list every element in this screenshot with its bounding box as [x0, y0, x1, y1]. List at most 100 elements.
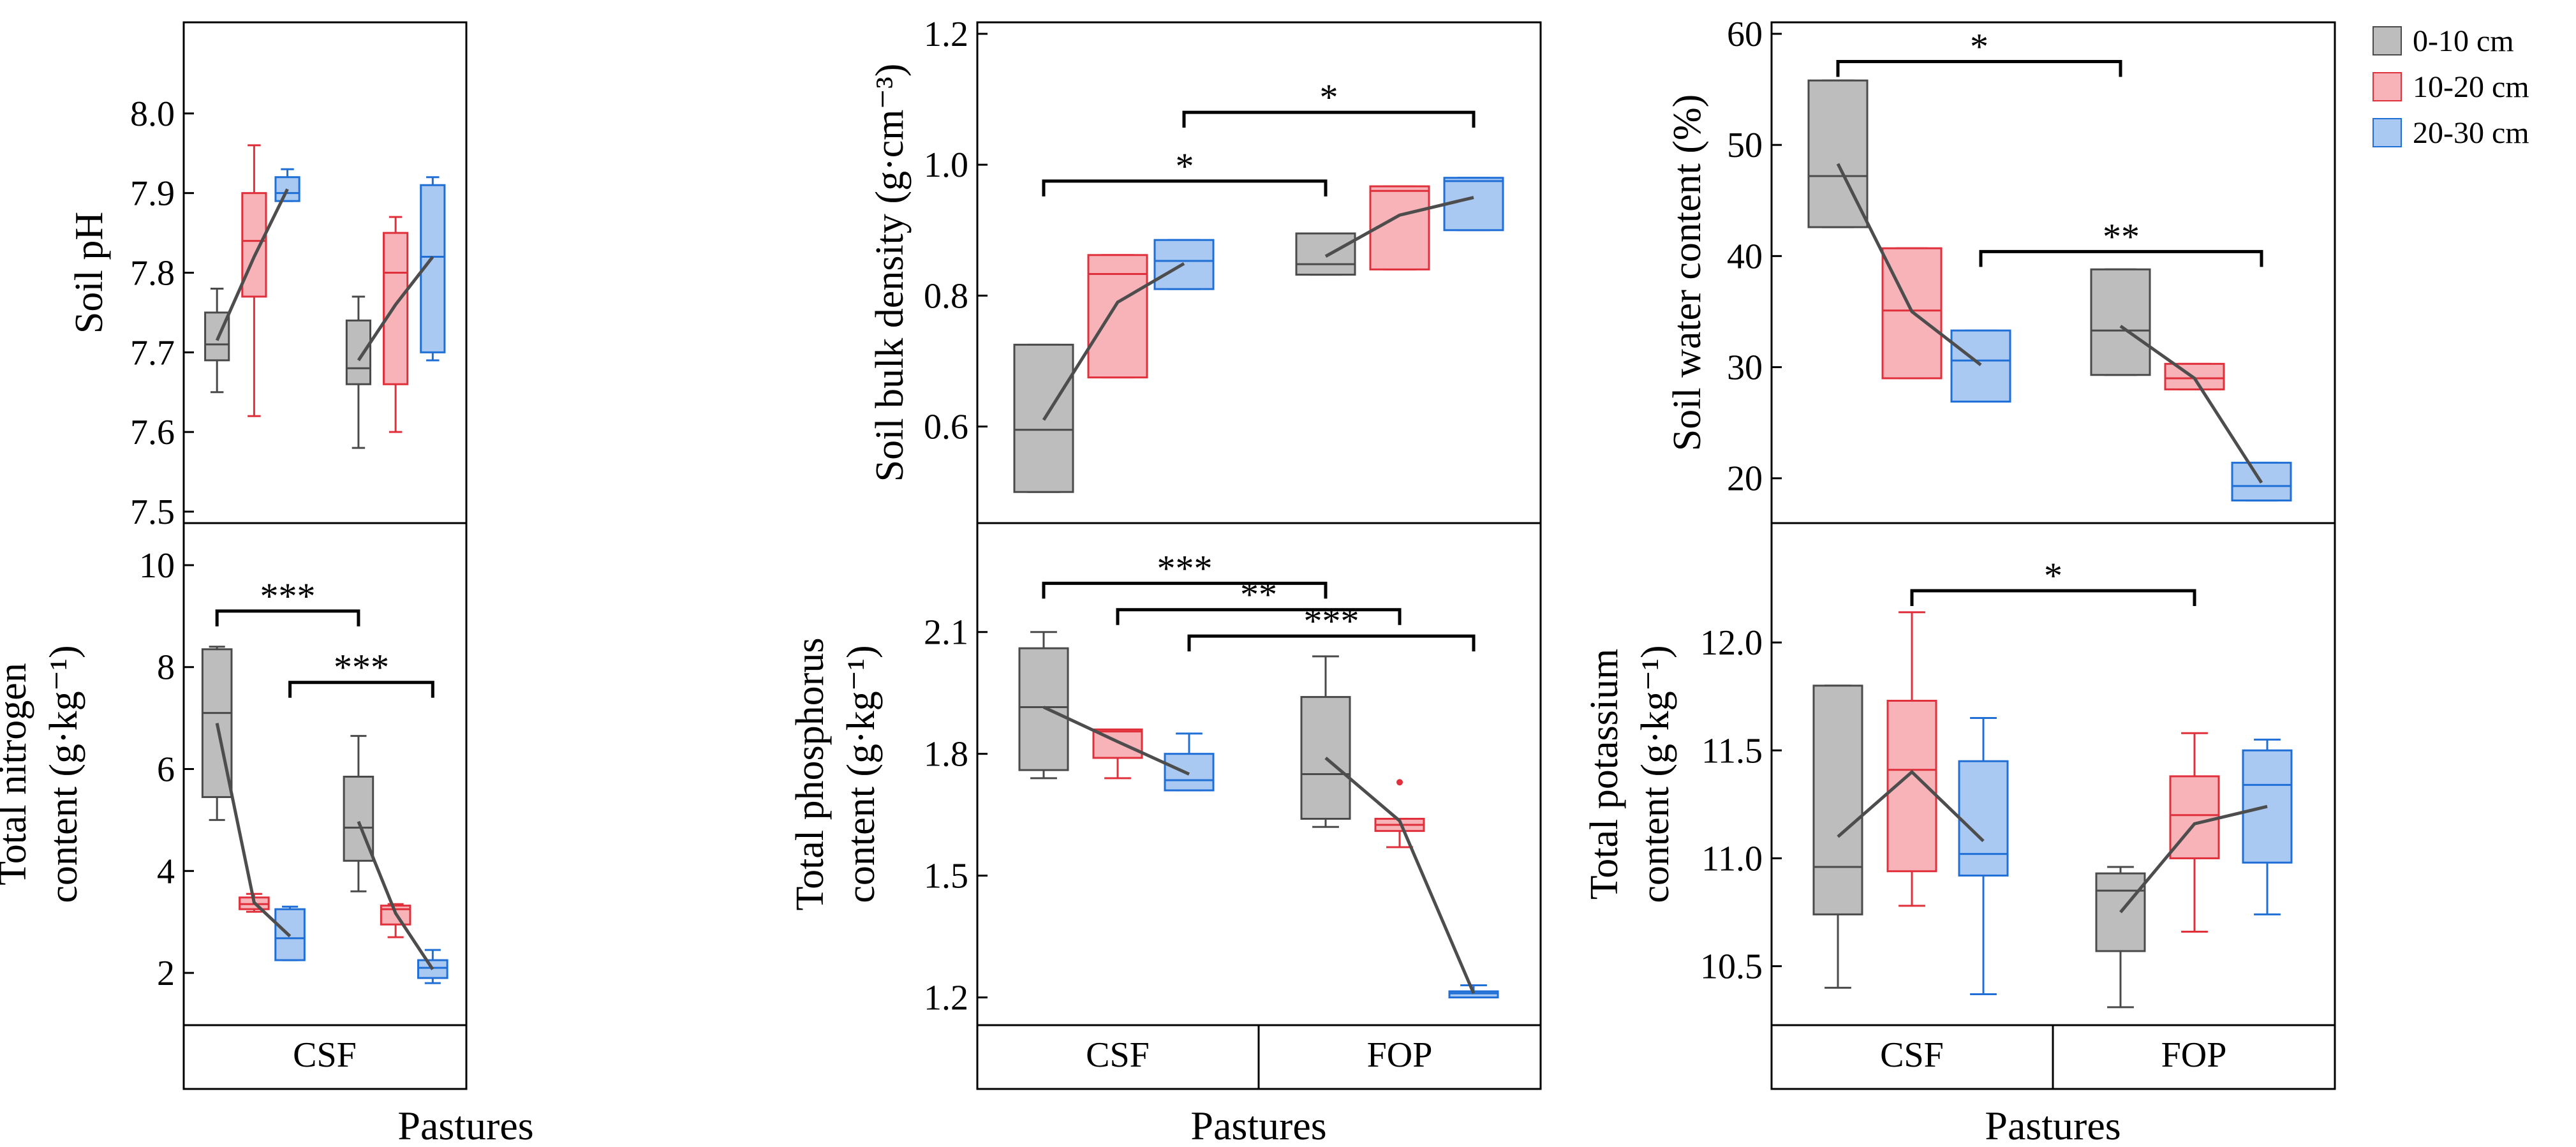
group-label: CSF — [1086, 1035, 1150, 1075]
significance-bracket: * — [1042, 145, 1328, 196]
y-tick-label: 20 — [1727, 459, 1763, 499]
box-FOP-20-30cm — [1443, 177, 1504, 232]
box-FOP-0-10cm — [2095, 866, 2146, 1009]
box-iqr — [345, 319, 372, 385]
box-CSF-20-30cm — [274, 905, 306, 961]
significance-bracket: *** — [1187, 600, 1476, 652]
box-FOP-0-10cm — [343, 735, 374, 892]
bracket-line — [1910, 589, 2196, 606]
y-tick-label: 2.1 — [924, 613, 968, 653]
box-CSF-10-20cm — [1886, 611, 1937, 907]
group-label: CSF — [1880, 1035, 1944, 1075]
mean-trend-line — [1324, 196, 1474, 258]
mean-trend-line — [1837, 769, 1985, 843]
y-axis-label: Soil bulk density (g·cm⁻³) — [868, 64, 912, 482]
y-tick-label: 1.8 — [924, 735, 968, 774]
significance-bracket: * — [1910, 555, 2196, 606]
mean-trend-line — [2119, 325, 2263, 484]
plot-layer: 7.5 7.6 7.7 7.8 7.9 8.0 Soil pH 0.6 0.8 1.0 1.2 Soi… — [0, 15, 2293, 1018]
box-iqr — [383, 232, 409, 385]
significance-label: *** — [1157, 547, 1213, 589]
chart-panel-tk: 10.5 11.0 11.5 12.0 Total potassium content (… — [1583, 555, 2293, 1009]
box-FOP-20-30cm — [2231, 461, 2292, 502]
group-label: CSF — [293, 1035, 357, 1075]
legend-label: 0-10 cm — [2413, 24, 2514, 58]
chart-panel-tp: 1.2 1.5 1.8 2.1 Total phosphorus content (g·k… — [788, 547, 1499, 1018]
box-CSF-20-30cm — [1950, 329, 2011, 403]
y-tick-label: 7.8 — [130, 254, 175, 293]
chart-panel-bd: 0.6 0.8 1.0 1.2 Soil bulk density (g·cm⁻³) * * — [868, 15, 1504, 493]
box-iqr — [2095, 872, 2146, 952]
box-CSF-0-10cm — [204, 287, 230, 394]
box-CSF-10-20cm — [1092, 728, 1143, 780]
bracket-line — [1187, 634, 1476, 652]
mean-trend-line — [1042, 706, 1190, 776]
y-tick-label: 2 — [157, 954, 175, 993]
chart-panel-tn: 2 4 6 8 10 Total nitrogen content (g·kg⁻¹) *** *… — [0, 546, 448, 993]
y-tick-label: 1.5 — [924, 857, 968, 896]
significance-bracket: ** — [1979, 216, 2263, 267]
y-axis-label: content (g·kg⁻¹) — [1634, 645, 1677, 903]
bracket-line — [1042, 581, 1328, 599]
y-tick-label: 1.2 — [924, 979, 968, 1018]
box-iqr — [2164, 362, 2225, 390]
legend-swatch-20-30 — [2372, 118, 2402, 147]
bracket-line — [1116, 608, 1402, 625]
box-FOP-20-30cm — [2242, 738, 2293, 915]
box-FOP-10-20cm — [383, 216, 409, 433]
bracket-line — [1979, 249, 2263, 267]
y-tick-label: 6 — [157, 750, 175, 790]
y-tick-label: 0.8 — [924, 276, 968, 316]
y-axis-label: Soil water content (%) — [1666, 94, 1709, 452]
y-tick-label: 4 — [157, 852, 175, 891]
y-axis-label: Soil pH — [68, 212, 111, 334]
significance-bracket: *** — [1042, 547, 1328, 599]
box-iqr — [1295, 232, 1356, 276]
box-iqr — [1443, 177, 1504, 232]
group-box — [2052, 1024, 2336, 1090]
y-tick-label: 7.7 — [130, 333, 175, 373]
significance-label: *** — [334, 647, 389, 688]
box-iqr — [1369, 185, 1430, 270]
box-FOP-10-20cm — [2169, 732, 2220, 933]
mean-trend-line — [215, 723, 292, 938]
box-CSF-20-30cm — [1153, 239, 1215, 290]
outlier-point — [1396, 779, 1403, 786]
box-iqr — [1087, 254, 1148, 379]
box-CSF-0-10cm — [1812, 685, 1863, 989]
group-box — [1257, 1024, 1542, 1090]
significance-label: * — [2044, 555, 2062, 596]
y-tick-label: 60 — [1727, 15, 1763, 54]
box-CSF-20-30cm — [1164, 732, 1215, 792]
y-tick-label: 11.0 — [1701, 839, 1763, 878]
y-axis-label: Total phosphorus — [788, 638, 832, 911]
y-tick-label: 10.5 — [1700, 947, 1763, 987]
y-axis-label: Total nitrogen — [0, 663, 34, 885]
mean-trend-line — [1324, 757, 1476, 995]
legend-swatch-0-10 — [2372, 26, 2402, 56]
significance-label: * — [1176, 145, 1194, 187]
bracket-line — [215, 609, 360, 626]
y-tick-label: 7.5 — [130, 492, 175, 532]
box-CSF-10-20cm — [241, 144, 267, 417]
significance-label: * — [1320, 77, 1338, 118]
box-CSF-0-10cm — [1018, 631, 1069, 780]
y-tick-label: 1.2 — [924, 15, 968, 54]
significance-bracket: * — [1836, 26, 2122, 77]
y-tick-label: 8.0 — [130, 94, 175, 134]
box-iqr — [1950, 329, 2011, 403]
box-iqr — [2090, 268, 2151, 376]
bracket-line — [288, 681, 434, 698]
chart-panel-ph: 7.5 7.6 7.7 7.8 7.9 8.0 Soil pH — [68, 94, 446, 532]
box-FOP-0-10cm — [1295, 232, 1356, 276]
bracket-line — [1836, 60, 2122, 77]
group-axis-col2: CSF FOP Pastures — [976, 1024, 1542, 1147]
y-axis-label: content (g·kg⁻¹) — [42, 645, 85, 903]
y-axis-label: content (g·kg⁻¹) — [840, 645, 883, 903]
box-iqr — [1153, 239, 1215, 290]
group-box — [182, 1024, 468, 1090]
mean-trend-line — [2119, 804, 2268, 914]
legend: 0-10 cm 10-20 cm 20-30 cm — [2372, 24, 2529, 150]
y-axis-label: Total potassium — [1583, 649, 1626, 899]
